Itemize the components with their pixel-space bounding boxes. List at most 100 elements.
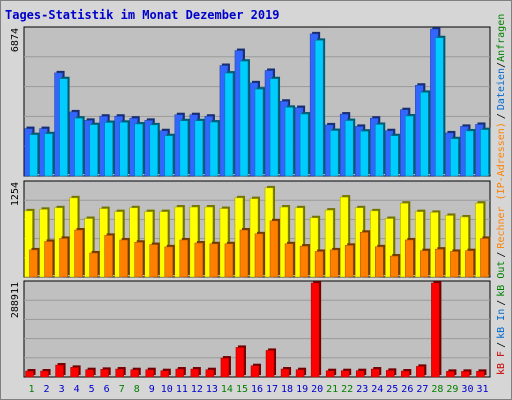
x-axis-day-label: 20 <box>311 384 323 395</box>
top-bar <box>224 72 234 177</box>
bottom-bar <box>235 347 245 378</box>
bottom-bar <box>355 370 365 378</box>
middle-bar <box>134 242 143 278</box>
bottom-bar <box>175 368 185 378</box>
top-bar <box>179 120 189 177</box>
chart-title: Tages-Statistik im Monat Dezember 2019 <box>5 8 280 22</box>
middle-bar <box>390 255 399 278</box>
bottom-bar <box>220 357 230 378</box>
middle-bar <box>460 216 469 278</box>
middle-bar <box>420 250 429 278</box>
middle-bar <box>415 211 424 278</box>
middle-bar <box>164 246 174 278</box>
x-axis-day-label: 16 <box>251 384 263 395</box>
x-axis-day-label: 19 <box>296 384 308 395</box>
bottom-bar <box>386 370 395 378</box>
middle-bar <box>299 245 309 278</box>
top-bar <box>194 120 204 177</box>
x-axis-day-label: 24 <box>371 384 383 395</box>
x-axis-day-label: 6 <box>104 384 110 395</box>
top-bar <box>89 124 98 177</box>
middle-bar <box>480 238 489 278</box>
top-bar <box>435 37 444 177</box>
x-axis-day-label: 27 <box>416 384 428 395</box>
middle-bar <box>44 241 53 278</box>
middle-bar <box>385 218 394 278</box>
middle-bar <box>314 251 324 278</box>
legend-sep-2: / <box>496 300 507 306</box>
bottom-bar <box>280 368 290 378</box>
top-bar <box>405 115 414 177</box>
top-bar <box>149 124 159 177</box>
middle-bar <box>29 249 38 278</box>
bottom-bar <box>145 369 155 378</box>
top-bar <box>74 117 83 177</box>
legend-anfragen: Anfragen <box>496 14 507 62</box>
bottom-bar <box>461 371 470 378</box>
middle-bar <box>370 210 379 278</box>
middle-ymax-label: 1254 <box>10 182 21 206</box>
x-axis-day-label: 7 <box>119 384 125 395</box>
x-axis-day-label: 23 <box>356 384 368 395</box>
middle-bar <box>324 209 334 278</box>
x-axis-day-label: 1 <box>29 384 35 395</box>
x-axis-day-label: 9 <box>149 384 155 395</box>
top-bar <box>314 40 324 177</box>
top-bar <box>29 134 38 177</box>
middle-bar <box>344 245 354 278</box>
middle-bar <box>239 229 249 278</box>
legend-dateien: Dateien <box>496 68 507 110</box>
middle-bar <box>149 244 159 278</box>
top-bar <box>104 122 113 177</box>
top-bar <box>209 121 219 177</box>
x-axis-day-label: 26 <box>401 384 413 395</box>
x-axis-day-label: 21 <box>326 384 338 395</box>
bottom-bar <box>25 370 34 378</box>
bottom-ymax-label: 288911 <box>10 282 21 318</box>
side-legend: kB F / kB In / kB Out / Rechner (IP-Adressen) /… <box>496 14 507 375</box>
middle-bar <box>284 243 294 278</box>
bottom-bar <box>371 368 380 378</box>
x-axis-day-label: 3 <box>59 384 65 395</box>
middle-bar <box>24 210 33 278</box>
bottom-bar <box>40 370 49 378</box>
middle-bar <box>294 207 304 278</box>
bottom-bar <box>85 369 94 378</box>
bottom-bar <box>401 370 410 378</box>
x-axis-day-label: 17 <box>266 384 278 395</box>
bottom-bar <box>310 282 320 378</box>
svg-text:kB F/kB In/kB Out/Rechner (IP-: kB F / kB In / kB Out / Rechner (IP-Adressen) /… <box>496 14 507 375</box>
middle-bar <box>194 242 204 278</box>
top-bar <box>390 135 399 177</box>
middle-bar <box>430 212 439 278</box>
bottom-bar <box>70 367 79 378</box>
bottom-bar <box>205 369 215 378</box>
top-bar <box>134 123 143 177</box>
middle-bar <box>375 246 384 278</box>
legend-rechner: Rechner (IP-Adressen) <box>496 122 507 248</box>
top-bar <box>465 130 474 177</box>
top-bar <box>269 78 279 177</box>
bottom-bar <box>250 365 260 378</box>
top-bar <box>299 113 309 177</box>
bottom-bar <box>295 369 305 378</box>
x-axis-day-label: 13 <box>206 384 218 395</box>
middle-bar <box>450 251 459 278</box>
middle-bar <box>119 239 128 278</box>
bottom-bar <box>446 371 455 378</box>
middle-bar <box>179 239 189 278</box>
middle-bar <box>59 238 68 278</box>
middle-bar <box>359 232 369 278</box>
top-bar <box>59 78 68 177</box>
bottom-bar <box>416 366 425 378</box>
x-axis-day-label: 4 <box>74 384 80 395</box>
middle-bar <box>339 196 349 278</box>
middle-bar <box>159 211 169 278</box>
top-bar <box>359 130 369 177</box>
middle-bar <box>254 233 264 278</box>
bottom-bar <box>55 364 64 378</box>
legend-kb-in: kB In <box>496 309 507 339</box>
top-bar <box>450 138 459 177</box>
middle-bar <box>269 220 279 278</box>
